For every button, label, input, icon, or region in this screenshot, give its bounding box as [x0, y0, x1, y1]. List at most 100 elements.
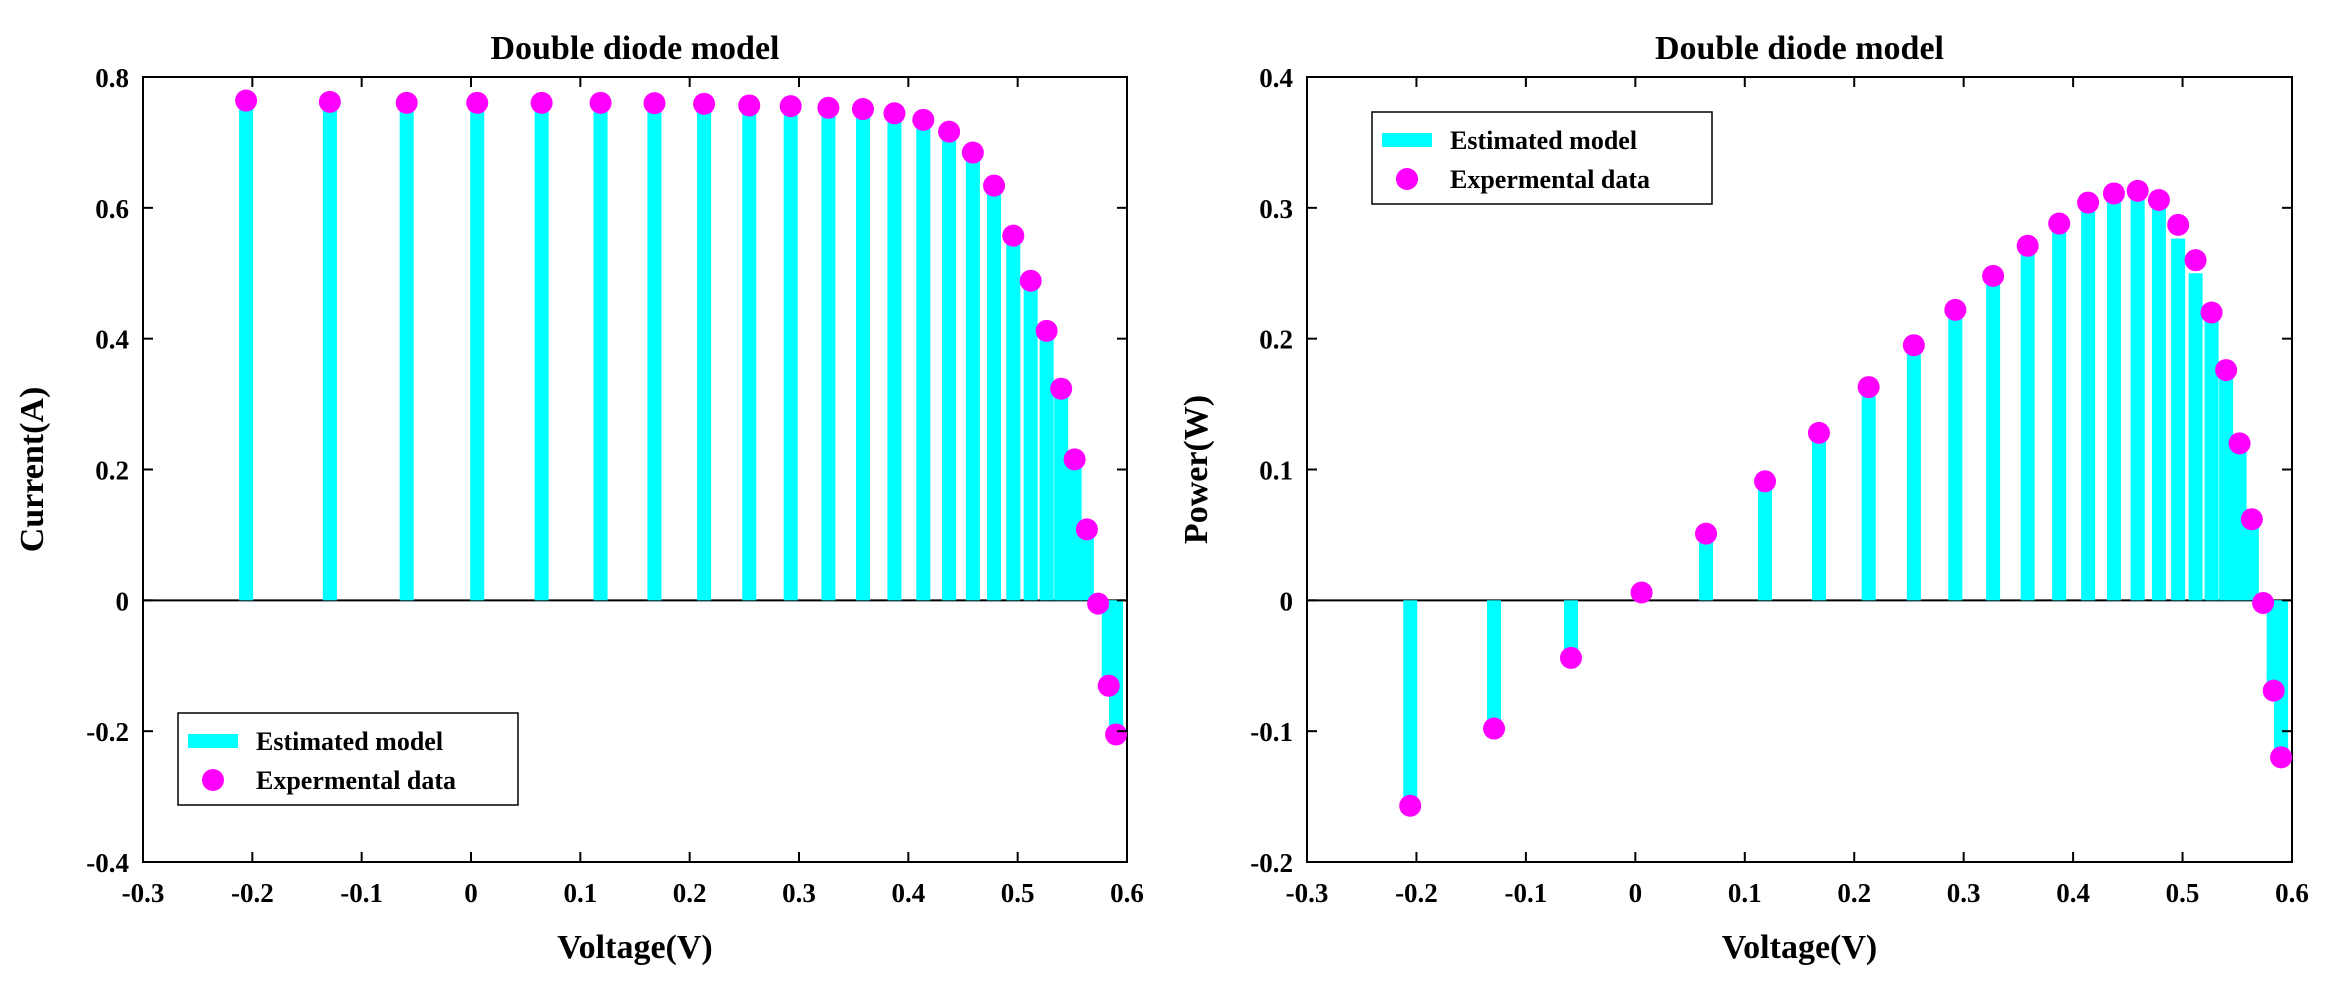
current-marker-18 [1019, 269, 1042, 292]
current-marker-19 [1035, 319, 1058, 342]
current-marker-5 [589, 91, 612, 114]
current-x-tick-label-3: 0 [464, 878, 478, 908]
current-stem-19 [1039, 330, 1054, 601]
power-marker-13 [2077, 191, 2100, 214]
current-stem-21 [1067, 459, 1082, 601]
current-marker-23 [1087, 592, 1110, 615]
power-stem-5 [1758, 482, 1773, 601]
current-stem-25 [1109, 600, 1124, 735]
current-stem-1 [322, 101, 337, 601]
current-marker-13 [912, 108, 935, 131]
current-marker-21 [1063, 448, 1086, 471]
current-x-axis-label: Voltage(V) [557, 929, 713, 966]
power-marker-2 [1559, 646, 1582, 669]
power-stem-17 [2171, 238, 2186, 601]
current-stem-9 [783, 106, 798, 601]
power-y-tick-label-5: 0.3 [1259, 194, 1293, 224]
power-marker-23 [2252, 591, 2275, 614]
current-stem-18 [1023, 280, 1038, 601]
current-marker-9 [779, 95, 802, 118]
current-marker-14 [938, 120, 961, 143]
power-x-tick-label-0: -0.3 [1286, 878, 1329, 908]
current-stems [239, 100, 1124, 735]
power-stem-10 [1986, 278, 2001, 601]
current-chart-title: Double diode model [490, 30, 779, 67]
power-y-axis-label: Power(W) [1178, 395, 1215, 544]
power-legend-marker-swatch [1396, 168, 1418, 190]
current-stem-12 [887, 113, 902, 601]
power-marker-6 [1807, 421, 1830, 444]
current-marker-15 [961, 141, 984, 164]
power-marker-19 [2200, 301, 2223, 324]
current-y-tick-label-4: 0.4 [95, 325, 129, 355]
current-stem-22 [1079, 529, 1094, 601]
current-marker-24 [1097, 674, 1120, 697]
power-y-tick-label-4: 0.2 [1259, 325, 1293, 355]
power-stem-9 [1948, 311, 1963, 601]
power-chart-title: Double diode model [1655, 30, 1944, 67]
current-marker-2 [395, 91, 418, 114]
power-stem-0 [1403, 600, 1418, 806]
power-marker-4 [1695, 522, 1718, 545]
current-legend-stem-label: Estimated model [256, 727, 443, 756]
current-y-ticks: -0.4 -0.2 0 0.2 0.4 0.6 0.8 [86, 63, 1127, 878]
power-y-tick-label-6: 0.4 [1259, 63, 1293, 93]
power-marker-7 [1857, 376, 1880, 399]
current-stem-5 [593, 102, 608, 601]
current-x-tick-label-2: -0.1 [340, 878, 383, 908]
current-y-tick-label-5: 0.6 [95, 194, 129, 224]
power-marker-1 [1483, 717, 1506, 740]
current-x-tick-label-6: 0.3 [782, 878, 816, 908]
power-marker-9 [1944, 298, 1967, 321]
power-stem-2 [1563, 600, 1578, 660]
power-y-tick-label-0: -0.2 [1250, 848, 1293, 878]
power-y-tick-label-1: -0.1 [1250, 717, 1293, 747]
power-stem-16 [2151, 203, 2166, 601]
current-marker-1 [318, 90, 341, 113]
current-stem-8 [742, 105, 757, 601]
current-x-tick-label-0: -0.3 [122, 878, 165, 908]
power-stem-11 [2020, 247, 2035, 601]
power-x-axis-label: Voltage(V) [1722, 929, 1878, 966]
power-legend-stem-label: Estimated model [1450, 126, 1637, 155]
power-x-tick-label-9: 0.6 [2275, 878, 2309, 908]
power-stem-14 [2106, 190, 2121, 601]
current-y-tick-label-3: 0.2 [95, 456, 129, 486]
power-marker-25 [2270, 746, 2293, 769]
current-stem-6 [647, 103, 662, 601]
power-stem-13 [2081, 202, 2096, 601]
current-stem-4 [534, 102, 549, 601]
current-marker-8 [738, 94, 761, 117]
power-markers [1399, 179, 2293, 817]
power-x-ticks: -0.3 -0.2 -0.1 0 0.1 0.2 0.3 0.4 0.5 0.6 [1286, 77, 2309, 908]
current-y-tick-label-2: 0 [116, 586, 130, 616]
power-stem-18 [2188, 273, 2203, 601]
power-marker-8 [1902, 334, 1925, 357]
current-x-tick-label-9: 0.6 [1110, 878, 1144, 908]
power-x-tick-label-5: 0.2 [1837, 878, 1871, 908]
power-marker-16 [2147, 188, 2170, 211]
power-y-tick-label-2: 0 [1280, 586, 1294, 616]
power-x-tick-label-8: 0.5 [2166, 878, 2200, 908]
current-legend-stem-swatch [188, 734, 238, 748]
power-marker-18 [2184, 249, 2207, 272]
current-marker-6 [643, 92, 666, 115]
current-legend-box [177, 712, 519, 806]
current-marker-7 [693, 92, 716, 115]
current-stem-0 [239, 100, 254, 601]
power-stem-19 [2204, 316, 2219, 601]
current-stem-10 [821, 107, 836, 601]
current-x-ticks: -0.3 -0.2 -0.1 0 0.1 0.2 0.3 0.4 0.5 0.6 [122, 77, 1144, 908]
current-marker-4 [530, 91, 553, 114]
power-x-tick-label-7: 0.4 [2056, 878, 2090, 908]
current-x-tick-label-1: -0.2 [231, 878, 274, 908]
current-marker-17 [1002, 224, 1025, 247]
current-x-tick-label-4: 0.1 [563, 878, 597, 908]
power-x-tick-label-1: -0.2 [1395, 878, 1438, 908]
power-stem-7 [1861, 388, 1876, 601]
current-stem-20 [1054, 388, 1069, 601]
current-x-tick-label-7: 0.4 [891, 878, 925, 908]
current-marker-0 [235, 89, 258, 112]
power-legend: Estimated model Expermental data [1371, 111, 1713, 205]
